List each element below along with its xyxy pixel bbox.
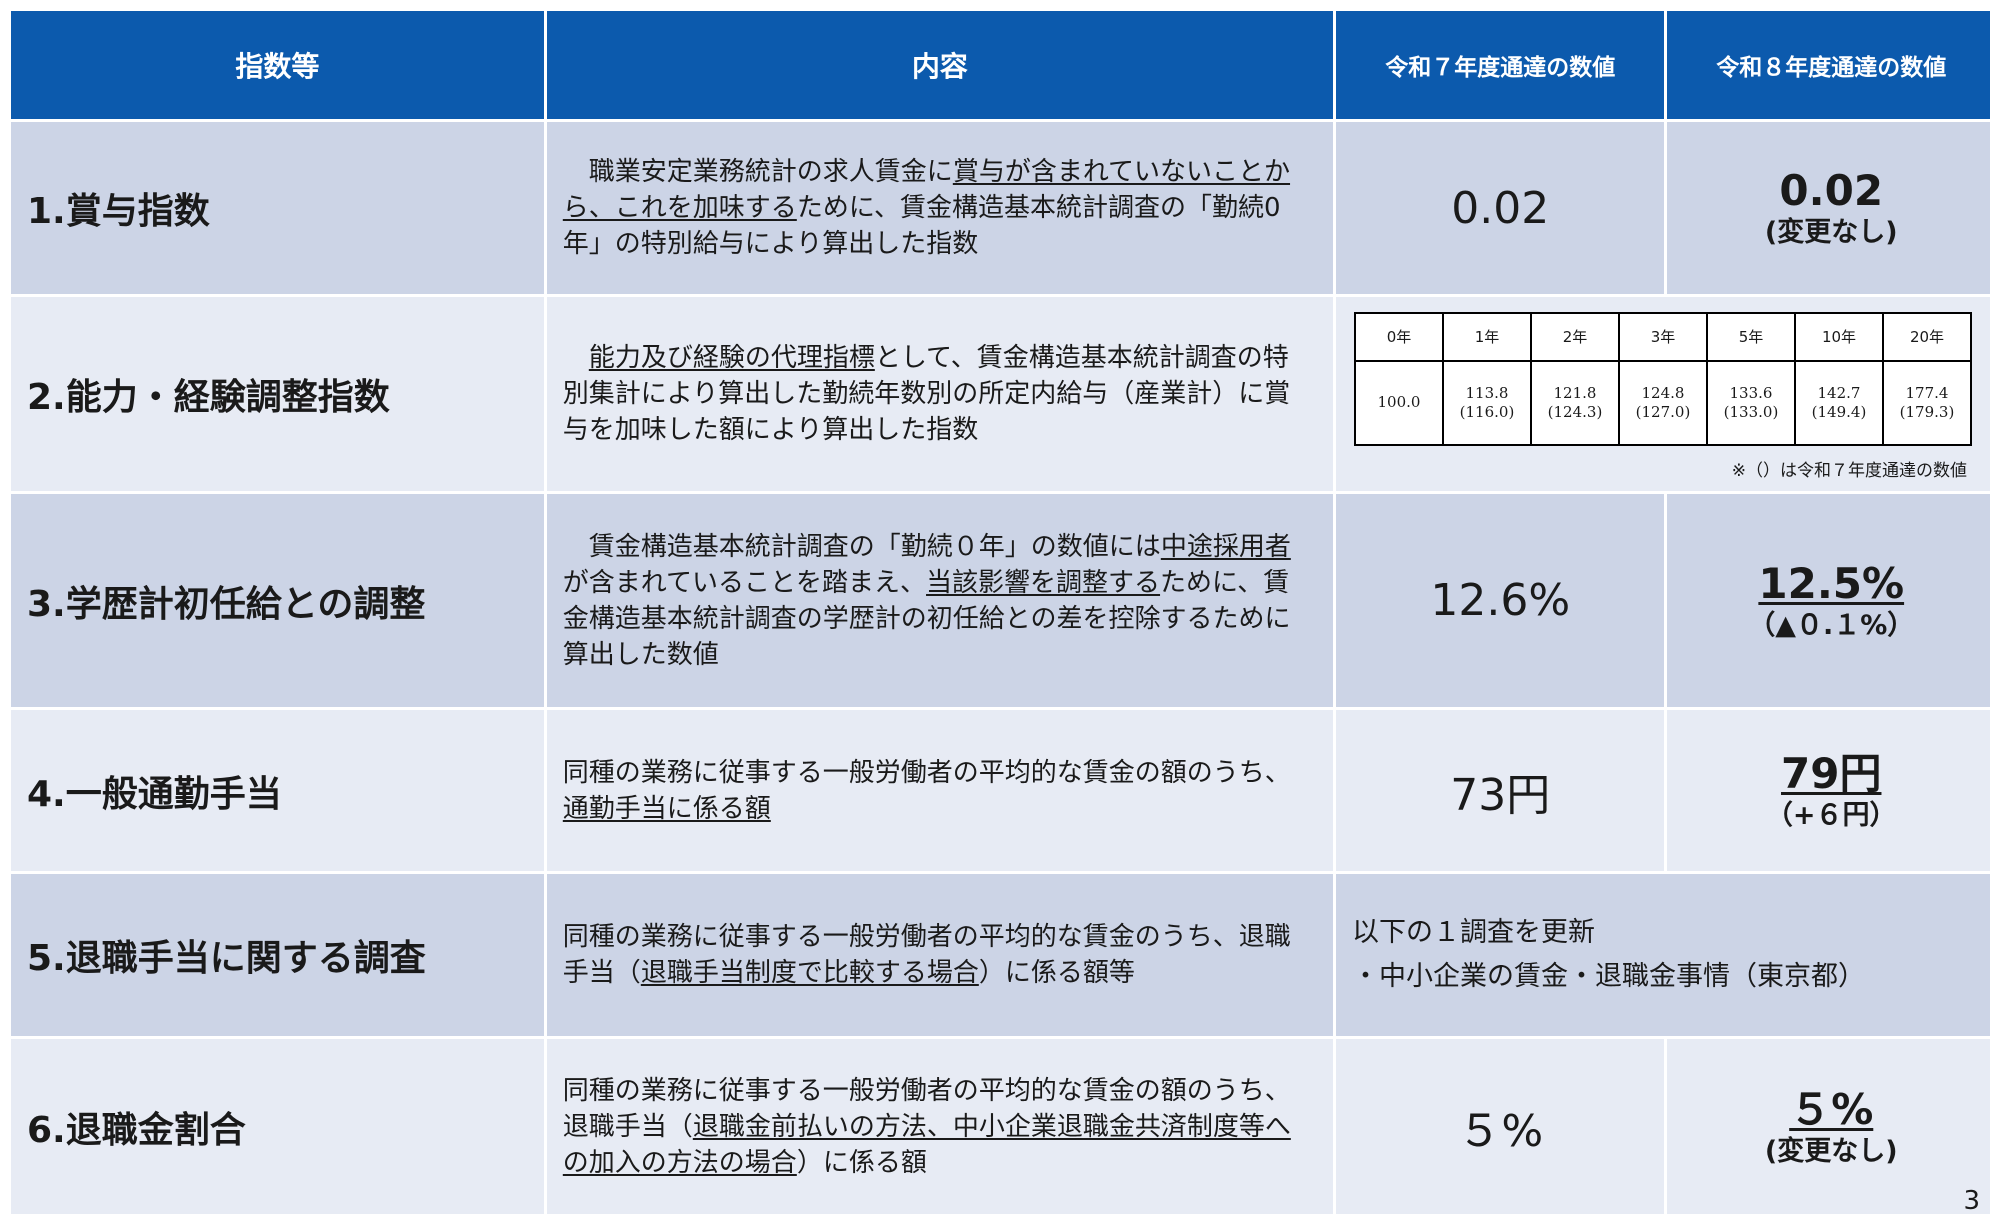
- r7-value: ５%: [1332, 1036, 1668, 1217]
- desc-text: 職業安定業務統計の求人賃金に: [562, 157, 953, 187]
- r8-value: 0.02: [1779, 166, 1884, 215]
- old-value: (124.3): [1547, 402, 1603, 421]
- new-value: 177.4: [1905, 383, 1949, 402]
- desc-text: ）に係る額: [796, 1147, 927, 1178]
- seniority-value: 133.6 (133.0): [1705, 359, 1796, 446]
- new-value: 142.7: [1817, 383, 1861, 402]
- desc-text: [563, 343, 589, 373]
- desc-text: ために、賃金構造基本統計調査の「勤続0年」の特別給与により算出した指数: [562, 193, 1281, 259]
- row-name: 3.学歴計初任給との調整: [8, 491, 547, 710]
- r7-value: 73円: [1332, 707, 1668, 874]
- seniority-cell: 0年 1年 2年 3年 5年 10年 20年 100.0 113.8 (116.0…: [1332, 294, 1990, 494]
- page-number: 3: [1963, 1186, 1980, 1216]
- row-retirement-survey: 5.退職手当に関する調査 同種の業務に従事する一般労働者の平均的な賃金のうち、退…: [8, 871, 1990, 1039]
- desc-underlined: 賞与が含まれていないことから、これを加味する: [562, 157, 1291, 223]
- row-description: 同種の業務に従事する一般労働者の平均的な賃金のうち、退職手当（退職手当制度で比較…: [543, 871, 1336, 1039]
- row-name: 5.退職手当に関する調査: [8, 871, 547, 1039]
- row-starting-salary-adjustment: 3.学歴計初任給との調整 賃金構造基本統計調査の「勤続０年」の数値には中途採用者…: [8, 491, 1990, 710]
- header-content: 内容: [543, 8, 1336, 122]
- new-value: 121.8: [1553, 383, 1597, 402]
- r8-value-cell: 79円 （+６円）: [1664, 707, 1990, 874]
- desc-text: 同種の業務に従事する一般労働者の平均的な賃金の額のうち、: [562, 757, 1291, 788]
- desc-underlined: 退職手当制度で比較する場合: [640, 958, 979, 988]
- row-name: 1.賞与指数: [8, 119, 547, 297]
- desc-text: ために、賃金構造基本統計調査の学歴計の初任給との差を控除するために算出した数値: [562, 567, 1291, 670]
- new-value: 100.0: [1377, 393, 1421, 411]
- seniority-value: 121.8 (124.3): [1529, 359, 1620, 446]
- header-index: 指数等: [8, 8, 547, 122]
- row-name: 2.能力・経験調整指数: [8, 294, 547, 494]
- seniority-value: 124.8 (127.0): [1617, 359, 1708, 446]
- row-description: 職業安定業務統計の求人賃金に賞与が含まれていないことから、これを加味するために、…: [543, 119, 1336, 297]
- seniority-note: ※（）は令和７年度通達の数値: [1731, 460, 1967, 481]
- seniority-header: 1年: [1441, 311, 1532, 362]
- r8-value: ５%: [1789, 1084, 1874, 1134]
- new-value: 113.8: [1465, 383, 1509, 402]
- desc-underlined: 退職金前払いの方法、中小企業退職金共済制度等への加入の方法の場合: [562, 1111, 1291, 1178]
- r7-value: 0.02: [1332, 119, 1668, 297]
- r8-change: (変更なし): [1764, 217, 1898, 248]
- row-ability-experience-index: 2.能力・経験調整指数 能力及び経験の代理指標として、賃金構造基本統計調査の特別…: [8, 294, 1990, 494]
- desc-text: が含まれていることを踏まえ、: [562, 567, 927, 598]
- r8-value-cell: ５% (変更なし): [1664, 1036, 1990, 1217]
- seniority-value: 177.4 (179.3): [1881, 359, 1972, 446]
- r7-value: 12.6%: [1332, 491, 1668, 710]
- seniority-header: 3年: [1617, 311, 1708, 362]
- r8-value-cell: 0.02 (変更なし): [1664, 119, 1990, 297]
- seniority-header: 0年: [1353, 311, 1444, 362]
- desc-text: 同種の業務に従事する一般労働者の平均的な賃金のうち、退職手当（: [562, 922, 1291, 988]
- row-retirement-ratio: 6.退職金割合 同種の業務に従事する一般労働者の平均的な賃金の額のうち、退職手当…: [8, 1036, 1990, 1217]
- row-bonus-index: 1.賞与指数 職業安定業務統計の求人賃金に賞与が含まれていないことから、これを加…: [8, 119, 1990, 297]
- desc-text: ）に係る額等: [978, 958, 1135, 988]
- seniority-table: 0年 1年 2年 3年 5年 10年 20年 100.0 113.8 (116.0…: [1353, 311, 1972, 446]
- r8-value: 79円: [1781, 748, 1882, 798]
- row-name: 4.一般通勤手当: [8, 707, 547, 874]
- seniority-value: 113.8 (116.0): [1441, 359, 1532, 446]
- seniority-header: 20年: [1881, 311, 1972, 362]
- survey-item: ・中小企業の賃金・退職金事情（東京都）: [1351, 961, 1865, 992]
- seniority-header-row: 0年 1年 2年 3年 5年 10年 20年: [1353, 311, 1972, 362]
- new-value: 133.6: [1729, 383, 1773, 402]
- desc-text: 賃金構造基本統計調査の「勤続０年」の数値には: [562, 531, 1161, 562]
- r8-value-cell: 12.5% （▲０.１%）: [1664, 491, 1990, 710]
- header-r7-value: 令和７年度通達の数値: [1332, 8, 1668, 122]
- header-row: 指数等 内容 令和７年度通達の数値 令和８年度通達の数値: [8, 8, 1990, 122]
- new-value: 124.8: [1641, 383, 1685, 402]
- r8-value: 12.5%: [1758, 558, 1905, 608]
- old-value: (127.0): [1635, 402, 1691, 421]
- row-description: 能力及び経験の代理指標として、賃金構造基本統計調査の特別集計により算出した勤続年…: [543, 294, 1336, 494]
- seniority-header: 5年: [1705, 311, 1796, 362]
- row-name: 6.退職金割合: [8, 1036, 547, 1217]
- old-value: (179.3): [1899, 402, 1955, 421]
- r8-change: （+６円）: [1765, 799, 1897, 831]
- seniority-value: 142.7 (149.4): [1793, 359, 1884, 446]
- desc-text: として、賃金構造基本統計調査の特別集計により算出した勤続年数別の所定内給与（産業…: [562, 343, 1291, 445]
- survey-cell: 以下の１調査を更新 ・中小企業の賃金・退職金事情（東京都）: [1332, 871, 1990, 1039]
- row-description: 賃金構造基本統計調査の「勤続０年」の数値には中途採用者が含まれていることを踏まえ…: [543, 491, 1336, 710]
- row-description: 同種の業務に従事する一般労働者の平均的な賃金の額のうち、通勤手当に係る額: [543, 707, 1336, 874]
- row-description: 同種の業務に従事する一般労働者の平均的な賃金の額のうち、退職手当（退職金前払いの…: [543, 1036, 1336, 1217]
- seniority-header: 2年: [1529, 311, 1620, 362]
- header-r8-value: 令和８年度通達の数値: [1664, 8, 1990, 122]
- desc-text: 同種の業務に従事する一般労働者の平均的な賃金の額のうち、退職手当（: [562, 1075, 1291, 1142]
- r8-change: （▲０.１%）: [1748, 609, 1915, 641]
- desc-underlined: 中途採用者: [1160, 531, 1291, 562]
- seniority-value-row: 100.0 113.8 (116.0) 121.8 (124.3) 124.8 (12…: [1353, 359, 1972, 446]
- row-commuting-allowance: 4.一般通勤手当 同種の業務に従事する一般労働者の平均的な賃金の額のうち、通勤手…: [8, 707, 1990, 874]
- desc-underlined: 通勤手当に係る額: [562, 793, 771, 824]
- old-value: (149.4): [1811, 402, 1867, 421]
- old-value: (133.0): [1723, 402, 1779, 421]
- seniority-header: 10年: [1793, 311, 1884, 362]
- desc-underlined: 能力及び経験の代理指標: [588, 343, 875, 373]
- old-value: (116.0): [1459, 402, 1515, 421]
- wage-index-table: 指数等 内容 令和７年度通達の数値 令和８年度通達の数値 1.賞与指数 職業安定…: [8, 8, 1990, 1217]
- r8-change: (変更なし): [1764, 1135, 1898, 1167]
- survey-line: 以下の１調査を更新: [1351, 917, 1595, 948]
- desc-underlined: 当該影響を調整する: [926, 567, 1161, 598]
- seniority-value: 100.0: [1353, 359, 1444, 446]
